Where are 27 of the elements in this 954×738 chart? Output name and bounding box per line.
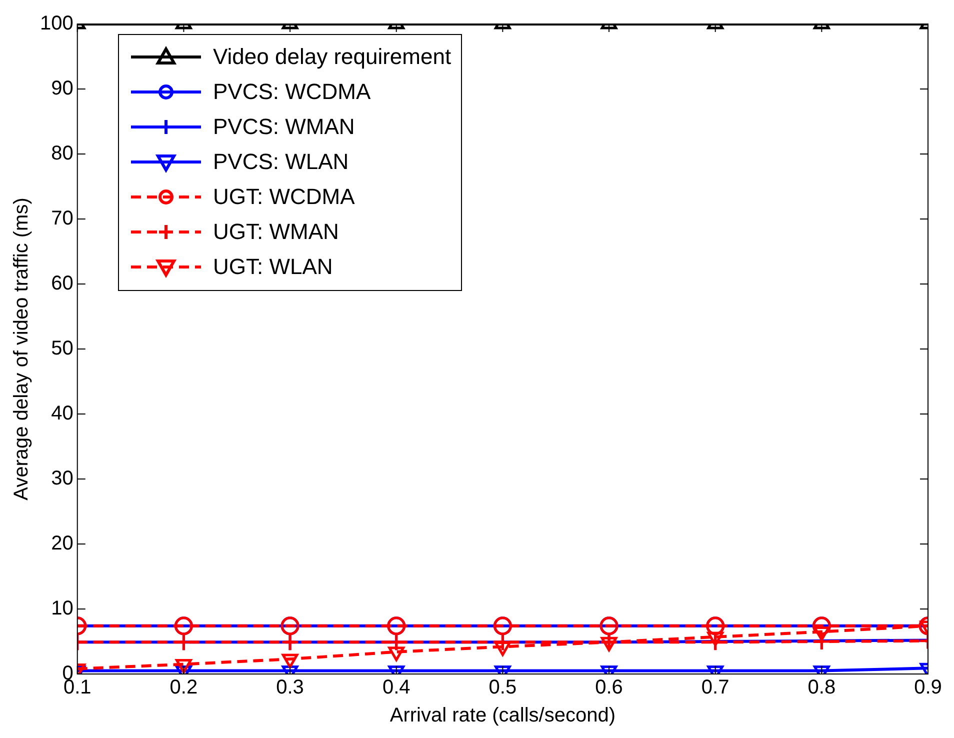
y-tick-label: 70 xyxy=(51,208,74,230)
x-tick-label: 0.3 xyxy=(276,676,304,699)
x-tick-label: 0.9 xyxy=(914,676,942,699)
legend-label: PVCS: WMAN xyxy=(213,114,355,140)
legend-label: Video delay requirement xyxy=(213,44,452,70)
legend-label: UGT: WCDMA xyxy=(213,184,355,210)
y-tick-label: 20 xyxy=(51,532,74,555)
y-tick-label: 60 xyxy=(51,272,74,295)
y-tick-label: 10 xyxy=(51,598,74,620)
x-axis-title: Arrival rate (calls/second) xyxy=(390,704,616,727)
x-tick-label: 0.7 xyxy=(701,676,730,699)
x-tick-label: 0.5 xyxy=(488,676,517,699)
legend-label: PVCS: WLAN xyxy=(213,148,349,174)
y-tick-label: 100 xyxy=(40,12,74,35)
y-tick-label: 30 xyxy=(51,468,74,490)
y-tick-label: 40 xyxy=(51,402,74,425)
x-tick-label: 0.2 xyxy=(170,676,198,699)
y-tick-label: 90 xyxy=(51,78,74,100)
x-tick-label: 0.4 xyxy=(382,676,410,699)
y-tick-label: 50 xyxy=(51,338,74,360)
x-tick-label: 0.8 xyxy=(808,676,836,699)
legend-label: PVCS: WCDMA xyxy=(213,78,371,104)
legend-label: UGT: WMAN xyxy=(213,218,339,244)
y-tick-label: 80 xyxy=(51,142,74,165)
legend-label: UGT: WLAN xyxy=(213,254,333,280)
x-tick-label: 0.6 xyxy=(595,676,623,699)
y-axis-title: Average delay of video traffic (ms) xyxy=(10,198,33,500)
